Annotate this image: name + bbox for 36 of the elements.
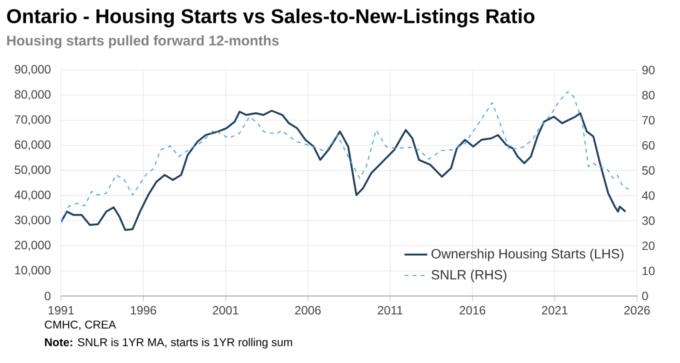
y-tick-label: 40,000 <box>14 190 50 200</box>
x-tick-label: 2011 <box>378 306 402 315</box>
chart-subtitle: Housing starts pulled forward 12-months <box>7 35 279 48</box>
text: Note: SNLR is 1YR MA, starts is 1YR rolling sum <box>45 338 292 348</box>
y-tick-label: 30,000 <box>14 216 50 226</box>
x-tick-label: 1991 <box>48 306 74 315</box>
legend-label: Ownership Housing Starts (LHS) <box>432 248 624 262</box>
x-tick-label: 2026 <box>624 306 650 315</box>
line-series <box>61 91 630 223</box>
y-tick-label: 20,000 <box>14 240 50 251</box>
y-tick-label: 70,000 <box>14 115 50 126</box>
y-tick-label: 10,000 <box>15 266 50 276</box>
x-tick-label: 2001 <box>212 306 238 315</box>
y-tick-label: 90,000 <box>14 65 50 75</box>
y2-tick-label: 80 <box>642 90 655 100</box>
line-series <box>61 110 626 231</box>
y2-tick-label: 30 <box>642 216 655 225</box>
x-tick-label: 1996 <box>130 306 156 315</box>
x-tick-label: 2016 <box>460 306 486 315</box>
y2-tick-label: 60 <box>642 141 655 150</box>
y2-tick-label: 70 <box>642 116 655 124</box>
x-tick-label: 2021 <box>542 306 568 315</box>
legend-label: SNLR (RHS) <box>432 270 506 282</box>
y-tick-label: 60,000 <box>14 140 50 150</box>
y-tick-label: 80,000 <box>14 90 50 100</box>
y-tick-label: 50,000 <box>14 165 50 176</box>
y2-tick-label: 20 <box>642 242 655 250</box>
y2-tick-label: 90 <box>642 66 655 74</box>
y-tick-label: 0 <box>44 292 51 300</box>
text: CMHC, CREA <box>44 320 116 330</box>
y2-tick-label: 50 <box>642 166 655 175</box>
chart-title: Ontario - Housing Starts vs Sales-to-New-Listings Ratio <box>7 8 534 28</box>
y2-tick-label: 10 <box>642 266 655 276</box>
x-tick-label: 2006 <box>295 306 321 315</box>
y2-tick-label: 40 <box>642 191 655 200</box>
y2-tick-label: 0 <box>642 292 648 300</box>
